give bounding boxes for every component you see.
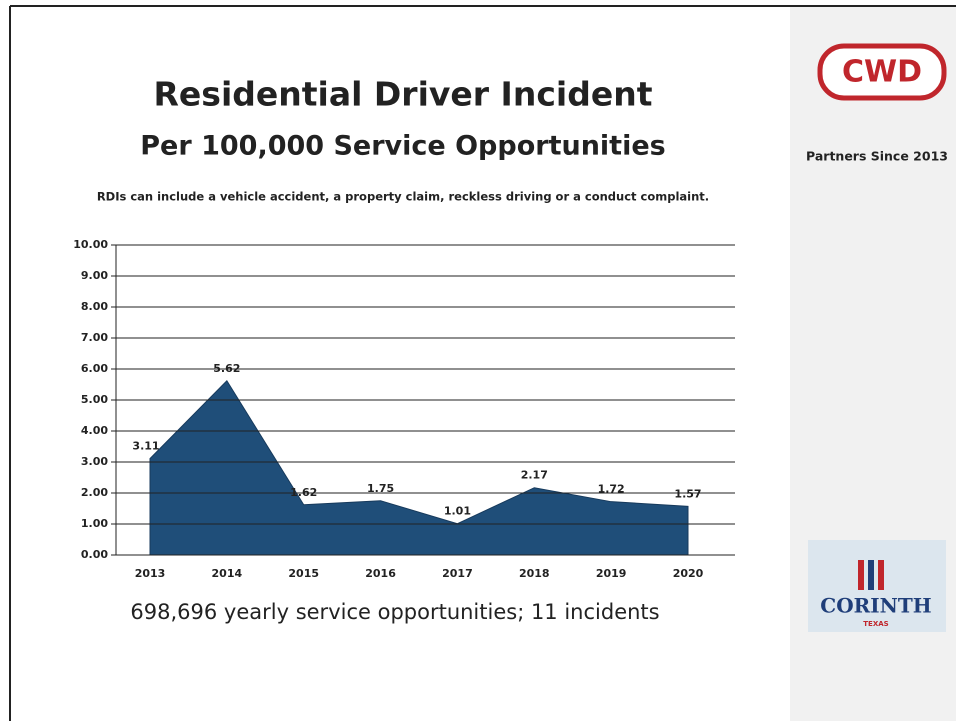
corinth-icon (858, 560, 864, 590)
cwd-logo (817, 43, 947, 101)
y-tick-label: 8.00 (81, 300, 108, 313)
y-tick-label: 0.00 (81, 548, 108, 561)
x-tick-label: 2018 (519, 567, 550, 580)
y-tick-label: 9.00 (81, 269, 108, 282)
x-tick-label: 2019 (596, 567, 627, 580)
y-tick-label: 10.00 (73, 238, 108, 251)
chart-subtitle: Per 100,000 Service Opportunities (140, 131, 665, 162)
value-label: 1.01 (444, 505, 471, 518)
value-label: 1.72 (598, 483, 625, 496)
tagline: Partners Since 2013 (806, 149, 948, 164)
x-tick-label: 2020 (673, 567, 704, 580)
y-tick-label: 6.00 (81, 362, 108, 375)
chart-caption: 698,696 yearly service opportunities; 11… (130, 600, 659, 624)
corinth-logo (808, 540, 946, 632)
value-label: 1.57 (674, 487, 701, 500)
x-tick-label: 2017 (442, 567, 473, 580)
y-tick-label: 7.00 (81, 331, 108, 344)
value-label: 2.17 (521, 469, 548, 482)
x-tick-label: 2016 (365, 567, 396, 580)
cwd-logo-text: CWD (842, 55, 922, 90)
value-label: 5.62 (213, 362, 240, 375)
chart-title: Residential Driver Incident (154, 75, 653, 114)
value-label: 1.75 (367, 482, 394, 495)
x-tick-label: 2015 (288, 567, 319, 580)
y-tick-label: 1.00 (81, 517, 108, 530)
x-tick-label: 2013 (135, 567, 166, 580)
chart-note: RDIs can include a vehicle accident, a p… (97, 190, 709, 204)
value-label: 3.11 (132, 440, 159, 453)
corinth-icon (878, 560, 884, 590)
corinth-icon (868, 560, 874, 590)
y-tick-label: 2.00 (81, 486, 108, 499)
corinth-text: CORINTH (820, 594, 931, 618)
y-tick-label: 5.00 (81, 393, 108, 406)
y-tick-label: 3.00 (81, 455, 108, 468)
corinth-sub: TEXAS (863, 620, 888, 628)
y-tick-label: 4.00 (81, 424, 108, 437)
x-tick-label: 2014 (212, 567, 243, 580)
value-label: 1.62 (290, 486, 317, 499)
